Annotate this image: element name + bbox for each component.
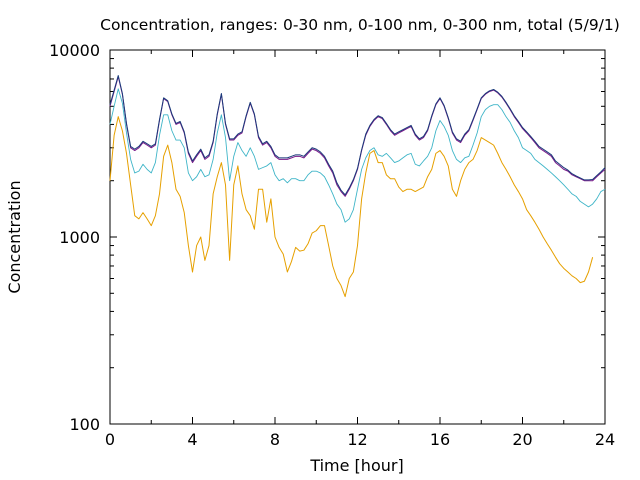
axis-tick-labels: 0 4 8 12 16 20 24 100 1000 10000 [49, 41, 615, 449]
series-line-2 [109, 88, 606, 223]
plot-frame [109, 49, 606, 425]
x-tick-label: 24 [595, 430, 615, 449]
y-tick-label: 1000 [59, 228, 100, 247]
y-tick-label: 100 [69, 415, 100, 434]
plot-area [109, 49, 606, 425]
series-line-1 [109, 116, 594, 298]
chart-title: Concentration, ranges: 0-30 nm, 0-100 nm… [100, 16, 620, 34]
y-axis-label: Concentration [5, 180, 24, 293]
series-layer [109, 75, 606, 298]
x-tick-label: 8 [270, 430, 280, 449]
x-tick-label: 0 [105, 430, 115, 449]
y-tick-label: 10000 [49, 41, 100, 60]
x-tick-label: 4 [187, 430, 197, 449]
x-tick-label: 20 [512, 430, 532, 449]
series-line-4 [109, 75, 606, 196]
x-tick-label: 12 [347, 430, 367, 449]
x-tick-label: 16 [430, 430, 450, 449]
x-axis-label: Time [hour] [309, 456, 403, 475]
axis-ticks [109, 49, 606, 425]
